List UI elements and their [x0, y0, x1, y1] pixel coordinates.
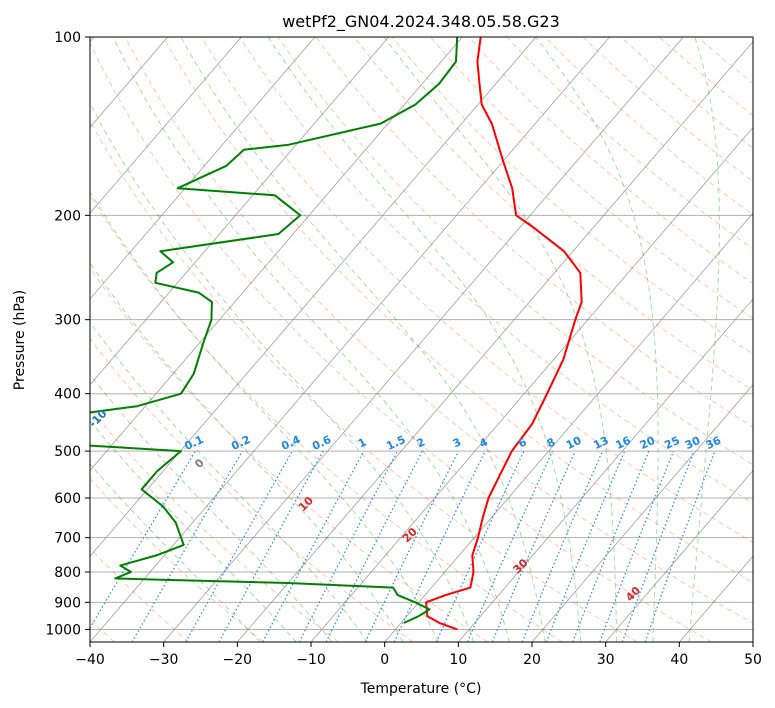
moist-adiabat — [383, 37, 618, 642]
isotherm — [605, 469, 753, 642]
y-tick-label: 900 — [54, 595, 81, 611]
dry-adiabat — [90, 42, 712, 642]
mixing-ratio-line — [644, 450, 716, 642]
dry-adiabat — [315, 37, 753, 428]
dry-adiabat — [124, 37, 753, 624]
moist-adiabat — [90, 102, 475, 642]
dry-adiabat — [430, 37, 753, 320]
mixing-ratio-label: 20 — [638, 434, 658, 452]
y-tick-label: 400 — [54, 387, 81, 403]
isotherm — [90, 37, 316, 300]
dry-adiabat — [239, 37, 753, 504]
moist-adiabat — [90, 321, 369, 642]
mixing-ratio-lines — [90, 450, 716, 642]
x-tick-label: 0 — [380, 652, 389, 668]
moist-adiabat — [90, 463, 261, 642]
temperature-line — [425, 37, 583, 631]
y-tick-label: 600 — [54, 491, 81, 507]
x-tick-label: 20 — [523, 652, 541, 668]
mixing-ratio-label: 36 — [704, 434, 724, 452]
x-axis-title: Temperature (°C) — [360, 681, 482, 697]
dry-adiabat — [90, 194, 563, 642]
mixing-ratio-label: 13 — [591, 434, 610, 452]
x-tick-label: 10 — [449, 652, 467, 668]
dry-adiabat — [90, 477, 264, 642]
dewpoint-line — [90, 37, 459, 624]
y-tick-label: 100 — [54, 30, 81, 46]
mixing-ratio-line — [599, 450, 675, 642]
dry-adiabat — [201, 37, 753, 543]
mixing-ratio-label: 10 — [564, 434, 584, 452]
mixing-ratio-line — [218, 450, 324, 642]
isotherm — [237, 41, 753, 642]
moist-adiabat — [90, 420, 297, 642]
x-tick-label: 30 — [597, 652, 615, 668]
x-tick-label: −20 — [223, 652, 253, 668]
x-tick-label: −10 — [296, 652, 326, 668]
moist-adiabat — [535, 37, 659, 642]
plot-frame — [89, 36, 754, 643]
moist-adiabat — [112, 37, 510, 642]
y-tick-label: 800 — [54, 565, 81, 581]
dry-adiabats — [90, 37, 753, 642]
mixing-ratio-line — [572, 450, 650, 642]
dry-adiabat — [353, 37, 753, 391]
moist-adiabat — [688, 37, 720, 642]
y-tick-label: 1000 — [45, 622, 81, 638]
axis-ticks: −40 −30 −20 −10 0 10 20 30 40 50 100 200 300 400 500 60… — [45, 30, 762, 668]
plot-background — [90, 37, 753, 642]
x-tick-label: −30 — [149, 652, 179, 668]
mixing-ratio-line — [185, 450, 293, 642]
isotherms — [90, 37, 753, 642]
isotherm — [90, 37, 537, 557]
chart-title: wetPf2_GN04.2024.348.05.58.G23 — [282, 12, 560, 32]
mixing-ratio-label: 30 — [683, 434, 703, 452]
isotherm — [163, 37, 684, 642]
y-tick-label: 200 — [54, 208, 81, 224]
isotherm — [752, 641, 753, 642]
mixing-ratio-line — [621, 450, 695, 642]
moist-adiabat — [90, 262, 404, 642]
sounding-profiles — [90, 37, 583, 631]
mixing-ratio-line — [364, 450, 460, 642]
x-tick-label: 50 — [744, 652, 762, 668]
isotherm — [458, 298, 753, 642]
mixing-ratio-label: 16 — [614, 434, 634, 452]
moist-adiabat — [90, 373, 333, 642]
mixing-ratio-line — [262, 450, 365, 642]
dry-adiabat — [90, 120, 638, 642]
x-tick-label: 40 — [670, 652, 688, 668]
x-tick-label: −40 — [75, 652, 105, 668]
mixing-ratio-line — [521, 450, 604, 642]
isotherm — [90, 37, 389, 386]
isotherm — [384, 212, 753, 642]
mixing-ratio-line — [325, 450, 423, 642]
mixing-ratio-line — [545, 450, 626, 642]
y-axis-title: Pressure (hPa) — [12, 290, 28, 390]
dry-adiabat — [90, 267, 488, 642]
pressure-grid — [90, 37, 753, 630]
moist-adiabat — [90, 191, 439, 642]
dry-adiabat — [90, 337, 414, 642]
mixing-ratio-label: 25 — [662, 434, 681, 452]
isotherm — [531, 384, 753, 642]
mixing-ratio-line — [466, 450, 554, 642]
y-tick-label: 500 — [54, 444, 81, 460]
y-tick-label: 700 — [54, 531, 81, 547]
y-tick-label: 300 — [54, 313, 81, 329]
plot-area: 0.10.20.40.611.52346810131620253036-100-… — [90, 37, 753, 642]
isotherm — [90, 37, 242, 214]
dry-adiabat — [90, 407, 339, 642]
isotherm — [90, 37, 610, 642]
mixing-ratio-line — [491, 450, 576, 642]
isotherm — [90, 37, 463, 472]
